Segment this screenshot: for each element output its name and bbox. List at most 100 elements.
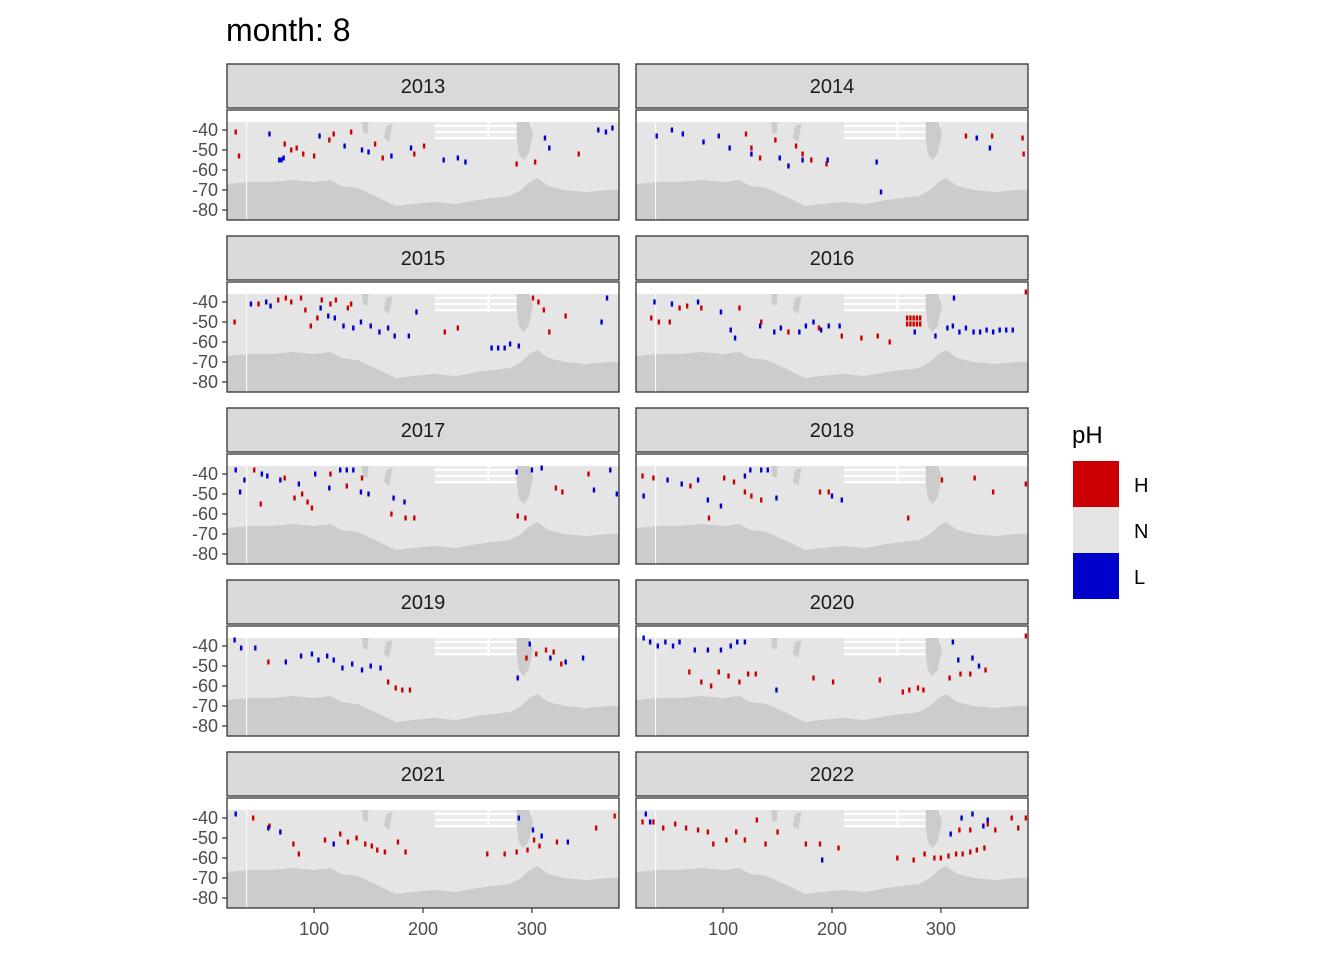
data-cell-H bbox=[986, 821, 989, 827]
data-cell-H bbox=[1024, 481, 1028, 487]
data-cell-L bbox=[464, 159, 467, 165]
data-cell-H bbox=[515, 161, 518, 167]
data-cell-L bbox=[773, 329, 776, 335]
y-tick-label: -60 bbox=[192, 332, 218, 352]
y-tick-label: -60 bbox=[192, 848, 218, 868]
data-cell-H bbox=[969, 849, 972, 855]
data-cell-H bbox=[293, 495, 296, 501]
data-cell-L bbox=[655, 133, 658, 139]
data-cell-L bbox=[407, 333, 411, 339]
data-cell-L bbox=[958, 329, 961, 335]
panel-border bbox=[635, 625, 1029, 737]
tasmania-land bbox=[362, 810, 369, 822]
data-cell-L bbox=[597, 127, 600, 133]
data-cell-L bbox=[310, 651, 314, 657]
data-cell-H bbox=[700, 679, 703, 685]
data-cell-L bbox=[964, 325, 968, 331]
data-cell-H bbox=[650, 315, 653, 321]
data-cell-L bbox=[758, 323, 762, 329]
chart-title: month: 8 bbox=[226, 12, 351, 48]
facet-strip bbox=[635, 235, 1029, 281]
legend-label-L: L bbox=[1134, 567, 1145, 589]
data-cell-L bbox=[600, 319, 603, 325]
data-cell-L bbox=[729, 643, 732, 649]
data-cell-L bbox=[297, 481, 301, 487]
data-cell-H bbox=[515, 849, 518, 855]
data-cell-H bbox=[732, 479, 736, 485]
data-cell-L bbox=[666, 477, 669, 483]
data-cell-H bbox=[334, 297, 338, 303]
data-cell-H bbox=[561, 489, 564, 495]
data-cell-H bbox=[984, 667, 987, 673]
data-cell-H bbox=[542, 307, 546, 313]
data-cell-L bbox=[352, 325, 355, 331]
data-cell-H bbox=[555, 839, 559, 845]
facet-strip bbox=[635, 407, 1029, 453]
data-cell-L bbox=[341, 665, 344, 671]
panel-border bbox=[635, 281, 1029, 393]
x-tick-label: 100 bbox=[708, 919, 738, 939]
data-cell-H bbox=[259, 501, 262, 507]
facet-panel-2019: 2019 -40-50-60-70-80 bbox=[192, 579, 620, 737]
data-cell-H bbox=[456, 325, 460, 331]
data-cell-H bbox=[689, 483, 692, 489]
data-cell-L bbox=[644, 811, 647, 817]
data-cell-L bbox=[278, 157, 281, 163]
data-cell-L bbox=[549, 655, 552, 661]
data-cell-H bbox=[818, 489, 822, 495]
y-tick-label: -60 bbox=[192, 504, 218, 524]
data-cell-H bbox=[878, 677, 882, 683]
data-cell-L bbox=[830, 493, 834, 499]
data-cell-L bbox=[957, 657, 960, 663]
data-cell-H bbox=[552, 649, 555, 655]
data-cell-H bbox=[744, 131, 748, 137]
facet-strip-label: 2013 bbox=[401, 76, 446, 98]
legend-key-N bbox=[1073, 507, 1119, 553]
data-cell-H bbox=[990, 133, 994, 139]
data-cell-H bbox=[919, 315, 922, 321]
y-tick-label: -40 bbox=[192, 292, 218, 312]
data-cell-L bbox=[238, 489, 242, 495]
data-cell-L bbox=[352, 467, 355, 473]
data-cell-H bbox=[700, 305, 703, 311]
data-cell-L bbox=[367, 491, 370, 497]
data-cell-L bbox=[717, 133, 720, 139]
data-cell-L bbox=[978, 329, 982, 335]
data-cell-H bbox=[706, 829, 710, 835]
data-cell-L bbox=[733, 335, 737, 341]
data-cell-H bbox=[840, 333, 843, 339]
data-cell-L bbox=[333, 315, 336, 321]
data-cell-H bbox=[959, 671, 962, 677]
y-tick-label: -80 bbox=[192, 716, 218, 736]
data-cell-H bbox=[370, 843, 374, 849]
data-cell-L bbox=[379, 665, 382, 671]
data-cell-L bbox=[678, 639, 681, 645]
data-cell-H bbox=[346, 305, 350, 311]
facet-strip-label: 2021 bbox=[401, 764, 446, 786]
data-cell-H bbox=[923, 851, 926, 857]
data-cell-H bbox=[760, 497, 763, 503]
data-cell-H bbox=[1010, 815, 1013, 821]
data-cell-L bbox=[319, 305, 322, 311]
data-cell-H bbox=[577, 151, 580, 157]
data-cell-L bbox=[696, 477, 700, 483]
south-america-land bbox=[925, 810, 942, 848]
data-cell-H bbox=[486, 851, 489, 857]
data-cell-L bbox=[946, 325, 949, 331]
data-cell-H bbox=[652, 475, 655, 481]
panel-border bbox=[226, 625, 620, 737]
data-cell-L bbox=[801, 157, 804, 163]
data-cell-L bbox=[266, 473, 269, 479]
y-tick-label: -70 bbox=[192, 180, 218, 200]
facet-strip bbox=[226, 751, 620, 797]
data-cell-H bbox=[964, 133, 968, 139]
data-cell-H bbox=[349, 301, 353, 307]
data-cell-H bbox=[641, 819, 644, 825]
data-cell-L bbox=[702, 139, 705, 145]
data-cell-L bbox=[517, 815, 521, 821]
new-zealand-land bbox=[792, 812, 802, 830]
data-cell-L bbox=[409, 145, 413, 151]
data-cell-L bbox=[680, 481, 683, 487]
data-cell-H bbox=[283, 141, 286, 147]
tasmania-land bbox=[771, 810, 778, 822]
